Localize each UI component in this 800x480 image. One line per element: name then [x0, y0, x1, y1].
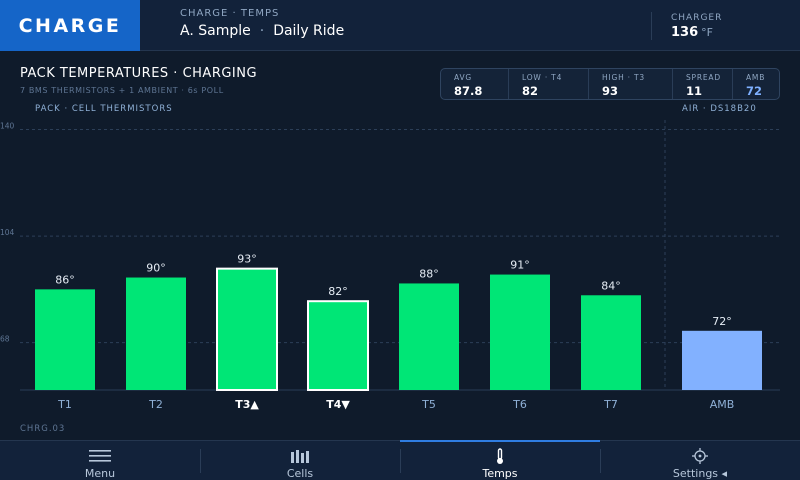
bar-ambient [682, 330, 762, 390]
brand-text: CHARGE [18, 14, 122, 37]
bar-5 [490, 274, 550, 390]
tab-label: Menu [84, 467, 116, 480]
section-label-air: AIR · DS18B20 [682, 104, 757, 114]
bar-0 [35, 289, 95, 390]
rider-separator: · [259, 23, 265, 39]
tab-label: Temps [482, 467, 518, 480]
y-tick-label: 104 [0, 228, 15, 237]
bar-3 [307, 300, 369, 391]
category-label: T7 [603, 398, 618, 411]
category-label: T2 [148, 398, 163, 411]
tab-cells[interactable]: Cells [200, 441, 400, 480]
ride-mode[interactable]: Daily Ride [273, 23, 345, 39]
stat-label: AMB [746, 73, 766, 82]
thermometer-icon [494, 447, 506, 465]
temperature-chart: 68 104 140 86° T1 90° T2 93° T3▲ 82° T4▼ 88° T5 91° T6… [0, 115, 800, 435]
stat-label: SPREAD [686, 73, 721, 82]
tab-label: Settings ◂ [672, 467, 728, 480]
bar-value-label: 93° [237, 253, 257, 266]
charger-unit: °F [701, 26, 713, 39]
rider-name: A. Sample [180, 23, 251, 39]
breadcrumb: CHARGE · TEMPS [180, 8, 280, 19]
stat-amb: AMB 72 [733, 69, 779, 99]
section-label-pack: PACK · CELL THERMISTORS [35, 104, 173, 114]
category-label: T4▼ [326, 398, 350, 411]
stat-avg: AVG 87.8 [441, 69, 509, 99]
bar-2 [216, 267, 278, 391]
header-info: CHARGE · TEMPS A. Sample · Daily Ride [180, 8, 344, 39]
bar-value-label: 90° [146, 262, 166, 275]
crosshair-icon [692, 447, 708, 465]
chart-svg: 68 104 140 86° T1 90° T2 93° T3▲ 82° T4▼ 88° T5 91° T6… [0, 120, 780, 411]
bar-value-label: 86° [55, 273, 75, 286]
stat-high: HIGH · T3 93 [589, 69, 673, 99]
bars-icon [290, 447, 310, 465]
bar-value-label: 72° [712, 315, 732, 328]
stat-spread: SPREAD 11 [673, 69, 733, 99]
stat-label: HIGH · T3 [602, 73, 646, 82]
brand-logo[interactable]: CHARGE [0, 0, 140, 51]
stat-value: 82 [522, 84, 539, 98]
charger-readout: CHARGER 136 °F [651, 12, 722, 40]
y-tick-label: 68 [0, 335, 10, 344]
category-label: T1 [57, 398, 72, 411]
stat-value: 93 [602, 84, 619, 98]
bar-value-label: 84° [601, 279, 621, 292]
charger-value: 136 [671, 25, 699, 40]
page-subtitle: 7 BMS THERMISTORS + 1 AMBIENT · 6s POLL [20, 86, 224, 95]
category-label: T5 [421, 398, 436, 411]
stat-value: 72 [746, 84, 763, 98]
bar-value-label: 82° [328, 285, 348, 298]
top-header: CHARGE CHARGE · TEMPS A. Sample · Daily Ri… [0, 0, 800, 51]
bar-4 [399, 283, 459, 390]
tab-menu[interactable]: Menu [0, 441, 200, 480]
charger-value-wrap: 136 °F [671, 25, 722, 40]
stats-panel: AVG 87.8 LOW · T4 82 HIGH · T3 93 SPREAD… [440, 68, 780, 100]
page-title: PACK TEMPERATURES · CHARGING [20, 66, 258, 81]
category-label: AMB [710, 398, 735, 411]
charger-label: CHARGER [671, 13, 723, 23]
rider-line: A. Sample · Daily Ride [180, 23, 344, 39]
bottom-nav: Menu Cells Temps Settings ◂ [0, 440, 800, 480]
tab-temps[interactable]: Temps [400, 440, 600, 480]
stat-label: LOW · T4 [522, 73, 563, 82]
bar-6 [581, 295, 641, 390]
screen-code: CHRG.03 [20, 424, 66, 434]
stat-low: LOW · T4 82 [509, 69, 589, 99]
bar-1 [126, 277, 186, 390]
tab-label: Cells [286, 467, 314, 480]
bar-value-label: 91° [510, 259, 530, 272]
menu-icon [89, 447, 111, 465]
stat-value: 87.8 [454, 84, 483, 98]
category-label: T6 [512, 398, 527, 411]
category-label: T3▲ [235, 398, 259, 411]
y-tick-label: 140 [0, 122, 15, 131]
bar-value-label: 88° [419, 267, 439, 280]
stat-label: AVG [454, 73, 472, 82]
stat-value: 11 [686, 84, 703, 98]
tab-settings[interactable]: Settings ◂ [600, 441, 800, 480]
